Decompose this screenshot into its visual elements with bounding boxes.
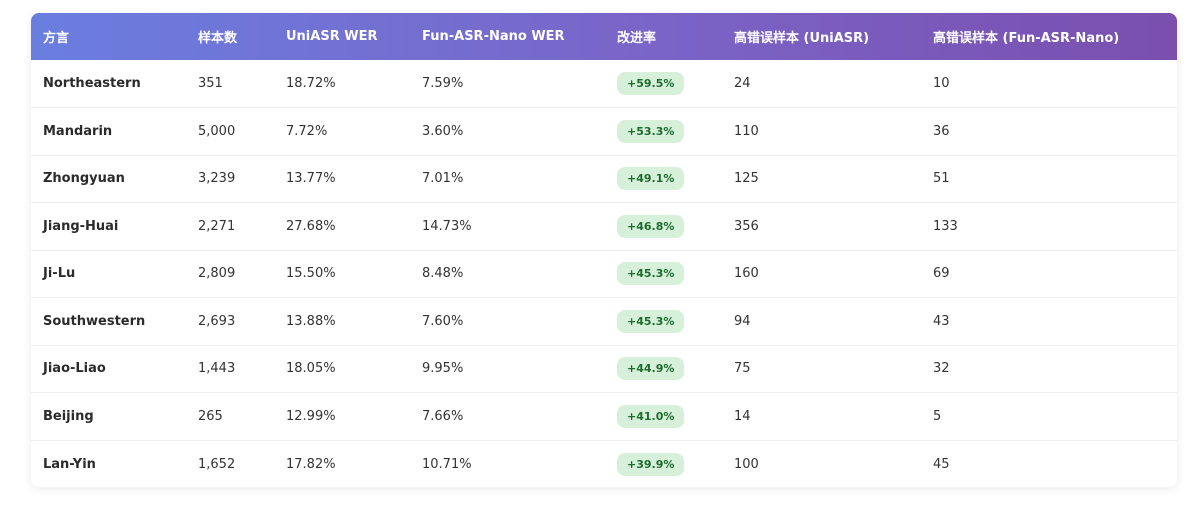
cell-uniasr-wer: 13.88% [286, 313, 336, 329]
cell-uniasr-wer: 18.05% [286, 361, 336, 377]
cell-improvement: +44.9% [605, 345, 722, 393]
cell-high-error-nano: 51 [933, 171, 950, 187]
cell-uniasr-wer: 17.82% [286, 456, 336, 472]
cell-uniasr-wer: 15.50% [286, 266, 336, 282]
table-row: Beijing 265 12.99% 7.66% +41.0% 14 5 [31, 392, 1177, 441]
cell-nano-wer: 3.60% [422, 123, 464, 139]
cell-nano-wer: 7.60% [422, 313, 464, 329]
cell-dialect: Lan-Yin [43, 456, 96, 472]
table-body: Northeastern 351 18.72% 7.59% +59.5% 24 10 Mand… [31, 60, 1177, 487]
table-row: Zhongyuan 3,239 13.77% 7.01% +49.1% 125 51 [31, 155, 1177, 203]
cell-dialect: Northeastern [43, 76, 141, 91]
cell-dialect: Beijing [43, 408, 94, 424]
improvement-badge: +39.9% [617, 452, 685, 476]
cell-samples: 1,443 [198, 361, 236, 377]
cell-high-error-uniasr: 125 [734, 171, 759, 187]
cell-samples: 2,809 [198, 266, 236, 282]
improvement-badge: +53.3% [617, 119, 685, 143]
table-row: Mandarin 5,000 7.72% 3.60% +53.3% 110 36 [31, 107, 1177, 156]
cell-uniasr-wer: 12.99% [286, 408, 336, 424]
cell-nano-wer: 8.48% [422, 266, 464, 282]
improvement-badge: +45.3% [617, 262, 685, 286]
cell-dialect: Jiang-Huai [43, 218, 119, 234]
cell-samples: 1,652 [198, 456, 236, 472]
cell-high-error-nano: 36 [933, 123, 950, 139]
cell-high-error-nano: 69 [933, 266, 950, 282]
dialect-wer-table: 方言 样本数 UniASR WER Fun-ASR-Nano WER 改进率 高… [31, 13, 1177, 487]
header-nano-wer[interactable]: Fun-ASR-Nano WER [422, 29, 565, 44]
cell-samples: 2,693 [198, 313, 236, 329]
cell-dialect: Jiao-Liao [43, 361, 106, 377]
cell-high-error-uniasr: 100 [734, 456, 759, 472]
table-row: Jiang-Huai 2,271 27.68% 14.73% +46.8% 356 133 [31, 202, 1177, 251]
cell-nano-wer: 7.01% [422, 171, 464, 187]
cell-high-error-uniasr: 110 [734, 123, 759, 139]
cell-high-error-nano: 133 [933, 218, 958, 234]
table-row: Southwestern 2,693 13.88% 7.60% +45.3% 94 43 [31, 297, 1177, 346]
header-dialect[interactable]: 方言 [43, 31, 70, 46]
improvement-badge: +45.3% [617, 309, 685, 333]
cell-improvement: +53.3% [605, 108, 722, 156]
cell-uniasr-wer: 13.77% [286, 171, 336, 187]
cell-high-error-uniasr: 75 [734, 361, 751, 377]
cell-nano-wer: 7.59% [422, 76, 464, 91]
improvement-badge: +46.8% [617, 214, 685, 238]
improvement-badge: +59.5% [617, 72, 685, 95]
table-row: Jiao-Liao 1,443 18.05% 9.95% +44.9% 75 32 [31, 345, 1177, 393]
cell-samples: 3,239 [198, 171, 236, 187]
cell-high-error-nano: 10 [933, 76, 950, 91]
cell-improvement: +49.1% [605, 155, 722, 203]
cell-high-error-uniasr: 94 [734, 313, 751, 329]
cell-samples: 2,271 [198, 218, 236, 234]
header-improvement[interactable]: 改进率 [617, 31, 657, 46]
cell-improvement: +46.8% [605, 203, 722, 251]
cell-high-error-nano: 43 [933, 313, 950, 329]
header-uniasr-wer[interactable]: UniASR WER [286, 29, 378, 44]
cell-dialect: Mandarin [43, 123, 113, 139]
cell-nano-wer: 14.73% [422, 218, 472, 234]
header-samples[interactable]: 样本数 [198, 31, 238, 46]
improvement-badge: +44.9% [617, 357, 685, 381]
header-high-error-uniasr[interactable]: 高错误样本 (UniASR) [734, 31, 870, 46]
table-row: Northeastern 351 18.72% 7.59% +59.5% 24 10 [31, 60, 1177, 108]
cell-uniasr-wer: 18.72% [286, 76, 336, 91]
results-table-card: 方言 样本数 UniASR WER Fun-ASR-Nano WER 改进率 高… [31, 13, 1177, 487]
cell-high-error-uniasr: 356 [734, 218, 759, 234]
cell-dialect: Zhongyuan [43, 171, 125, 187]
cell-nano-wer: 9.95% [422, 361, 464, 377]
cell-high-error-uniasr: 24 [734, 76, 751, 91]
cell-high-error-nano: 32 [933, 361, 950, 377]
table-header: 方言 样本数 UniASR WER Fun-ASR-Nano WER 改进率 高… [31, 13, 1177, 60]
improvement-badge: +41.0% [617, 404, 685, 428]
cell-improvement: +41.0% [605, 393, 722, 441]
cell-dialect: Southwestern [43, 313, 146, 329]
cell-nano-wer: 10.71% [422, 456, 472, 472]
cell-dialect: Ji-Lu [43, 266, 76, 282]
header-row: 方言 样本数 UniASR WER Fun-ASR-Nano WER 改进率 高… [31, 13, 1177, 60]
table-row: Lan-Yin 1,652 17.82% 10.71% +39.9% 100 45 [31, 440, 1177, 487]
cell-improvement: +39.9% [605, 440, 722, 487]
cell-samples: 265 [198, 408, 223, 424]
cell-uniasr-wer: 27.68% [286, 218, 336, 234]
cell-improvement: +45.3% [605, 298, 722, 346]
cell-improvement: +45.3% [605, 250, 722, 298]
cell-high-error-nano: 45 [933, 456, 950, 472]
cell-high-error-nano: 5 [933, 408, 942, 424]
cell-high-error-uniasr: 160 [734, 266, 759, 282]
header-high-error-nano[interactable]: 高错误样本 (Fun-ASR-Nano) [933, 31, 1120, 46]
cell-samples: 351 [198, 76, 223, 91]
cell-nano-wer: 7.66% [422, 408, 464, 424]
cell-samples: 5,000 [198, 123, 236, 139]
table-row: Ji-Lu 2,809 15.50% 8.48% +45.3% 160 69 [31, 250, 1177, 298]
cell-improvement: +59.5% [605, 60, 722, 108]
improvement-badge: +49.1% [617, 167, 685, 191]
cell-high-error-uniasr: 14 [734, 408, 751, 424]
cell-uniasr-wer: 7.72% [286, 123, 328, 139]
